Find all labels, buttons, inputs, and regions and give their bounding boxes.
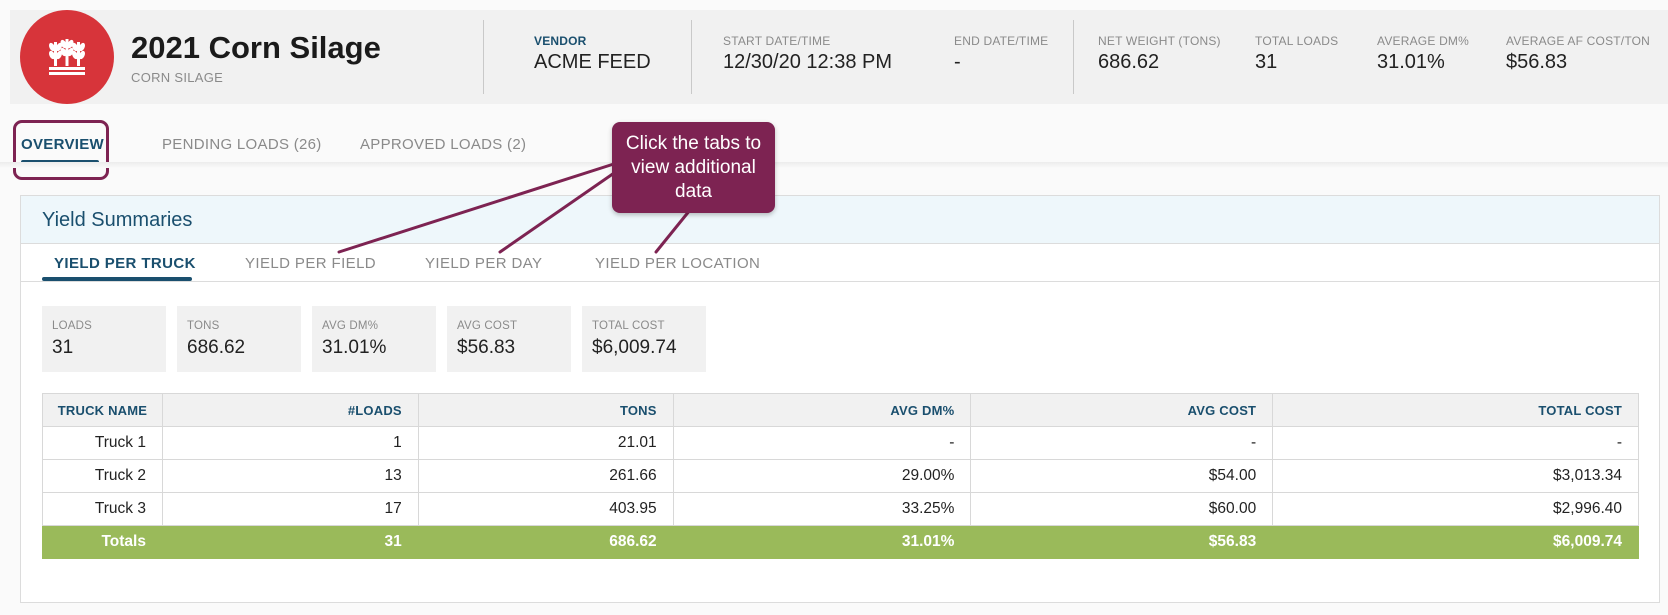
stat-vendor: VENDOR ACME FEED [534,34,651,74]
divider [1073,20,1074,94]
cell-total-cost: $3,013.34 [1272,459,1639,493]
stat-end-date: END DATE/TIME - [954,34,1048,74]
summary-tile-total-cost: TOTAL COST $6,009.74 [582,306,706,372]
stat-value: 686.62 [1098,51,1160,73]
main-tabs: OVERVIEW PENDING LOADS (26) APPROVED LOA… [0,104,1668,180]
divider [691,20,692,94]
stat-label: TOTAL LOADS [1255,34,1339,48]
page-subtitle: CORN SILAGE [131,70,224,85]
cell-total-cost: $6,009.74 [1272,525,1639,559]
column-header-truck-name[interactable]: TRUCK NAME [42,393,163,427]
cell-loads: 17 [161,492,419,526]
cell-avg-cost: $60.00 [970,492,1274,526]
cell-tons: 21.01 [417,426,674,460]
stat-average-dm: AVERAGE DM% 31.01% [1377,34,1469,74]
cell-truck-name: Truck 2 [42,459,163,493]
cell-total-cost: $2,996.40 [1272,492,1639,526]
table-row: Truck 2 13 261.66 29.00% $54.00 $3,013.3… [42,459,1639,493]
cell-truck-name: Truck 1 [42,426,163,460]
stat-value: 31.01% [1377,51,1445,73]
stat-label: AVERAGE AF COST/TON [1506,34,1651,48]
stat-label: AVERAGE DM% [1377,34,1469,48]
summary-tile-avg-cost: AVG COST $56.83 [447,306,571,372]
tab-approved-loads[interactable]: APPROVED LOADS (2) [360,136,527,153]
yield-subtabs: YIELD PER TRUCK YIELD PER FIELD YIELD PE… [21,244,1659,282]
table-row: Truck 1 1 21.01 - - - [42,426,1639,460]
summary-tile-tons: TONS 686.62 [177,306,301,372]
stat-total-loads: TOTAL LOADS 31 [1255,34,1338,74]
wheat-icon [48,39,86,75]
column-header-loads[interactable]: #LOADS [161,393,419,427]
subtab-yield-per-field[interactable]: YIELD PER FIELD [245,255,377,272]
stat-label: END DATE/TIME [954,34,1049,48]
card-title: Yield Summaries [42,209,193,231]
summary-tile-loads: LOADS 31 [42,306,166,372]
stat-value: ACME FEED [534,51,651,73]
cell-tons: 686.62 [417,525,674,559]
page-title: 2021 Corn Silage [131,30,381,65]
stat-net-weight: NET WEIGHT (TONS) 686.62 [1098,34,1221,74]
stat-label: START DATE/TIME [723,34,831,48]
tile-label: LOADS [52,320,92,332]
cell-loads: 1 [161,426,419,460]
cell-avg-dm: - [672,426,972,460]
subtab-yield-per-location[interactable]: YIELD PER LOCATION [595,255,761,272]
cell-avg-dm: 33.25% [672,492,972,526]
column-header-tons[interactable]: TONS [417,393,674,427]
cell-avg-cost: $56.83 [970,525,1274,559]
cell-total-cost: - [1272,426,1639,460]
stat-value: 31 [1255,51,1278,73]
column-header-avg-cost[interactable]: AVG COST [970,393,1274,427]
divider [483,20,484,94]
subtab-yield-per-truck[interactable]: YIELD PER TRUCK [54,255,196,272]
cell-avg-dm: 29.00% [672,459,972,493]
header-bar: 2021 Corn Silage CORN SILAGE VENDOR ACME… [10,10,1668,104]
help-callout: Click the tabs to view additional data [612,122,775,213]
active-subtab-indicator [42,277,192,281]
tile-label: TONS [187,320,220,332]
stat-average-af-cost: AVERAGE AF COST/TON $56.83 [1506,34,1650,74]
tile-value: $6,009.74 [592,337,677,358]
cell-truck-name: Truck 3 [42,492,163,526]
summary-tile-avg-dm: AVG DM% 31.01% [312,306,436,372]
cell-avg-cost: $54.00 [970,459,1274,493]
cell-loads: 13 [161,459,419,493]
tab-pending-loads[interactable]: PENDING LOADS (26) [162,136,322,153]
stat-start-date: START DATE/TIME 12/30/20 12:38 PM [723,34,892,74]
stat-value: - [954,51,961,73]
cell-totals-label: Totals [42,525,163,559]
cell-tons: 403.95 [417,492,674,526]
tab-overview[interactable]: OVERVIEW [21,136,104,153]
cell-loads: 31 [161,525,419,559]
tile-label: TOTAL COST [592,320,665,332]
logo [20,10,114,104]
stat-label: NET WEIGHT (TONS) [1098,34,1221,48]
callout-text: Click the tabs to view additional data [625,132,762,202]
tile-label: AVG COST [457,320,518,332]
cell-avg-dm: 31.01% [672,525,972,559]
tile-value: 686.62 [187,337,246,358]
card-header: Yield Summaries [21,196,1659,244]
stat-label: VENDOR [534,34,587,48]
table-header-row: TRUCK NAME #LOADS TONS AVG DM% AVG COST … [42,393,1639,427]
table-row: Truck 3 17 403.95 33.25% $60.00 $2,996.4… [42,492,1639,526]
tile-label: AVG DM% [322,320,379,332]
column-header-avg-dm[interactable]: AVG DM% [672,393,972,427]
table-totals-row: Totals 31 686.62 31.01% $56.83 $6,009.74 [42,525,1639,559]
column-header-total-cost[interactable]: TOTAL COST [1272,393,1639,427]
tile-value: 31.01% [322,337,387,358]
tile-value: $56.83 [457,337,516,358]
cell-tons: 261.66 [417,459,674,493]
tabs-divider [0,162,1668,168]
stat-value: 12/30/20 12:38 PM [723,51,893,73]
yield-summaries-card: Yield Summaries YIELD PER TRUCK YIELD PE… [20,195,1660,603]
cell-avg-cost: - [970,426,1274,460]
subtab-yield-per-day[interactable]: YIELD PER DAY [425,255,543,272]
yield-per-truck-table: TRUCK NAME #LOADS TONS AVG DM% AVG COST … [42,393,1639,559]
tile-value: 31 [52,337,74,358]
stat-value: $56.83 [1506,51,1568,73]
tab-highlight-box [13,120,109,180]
